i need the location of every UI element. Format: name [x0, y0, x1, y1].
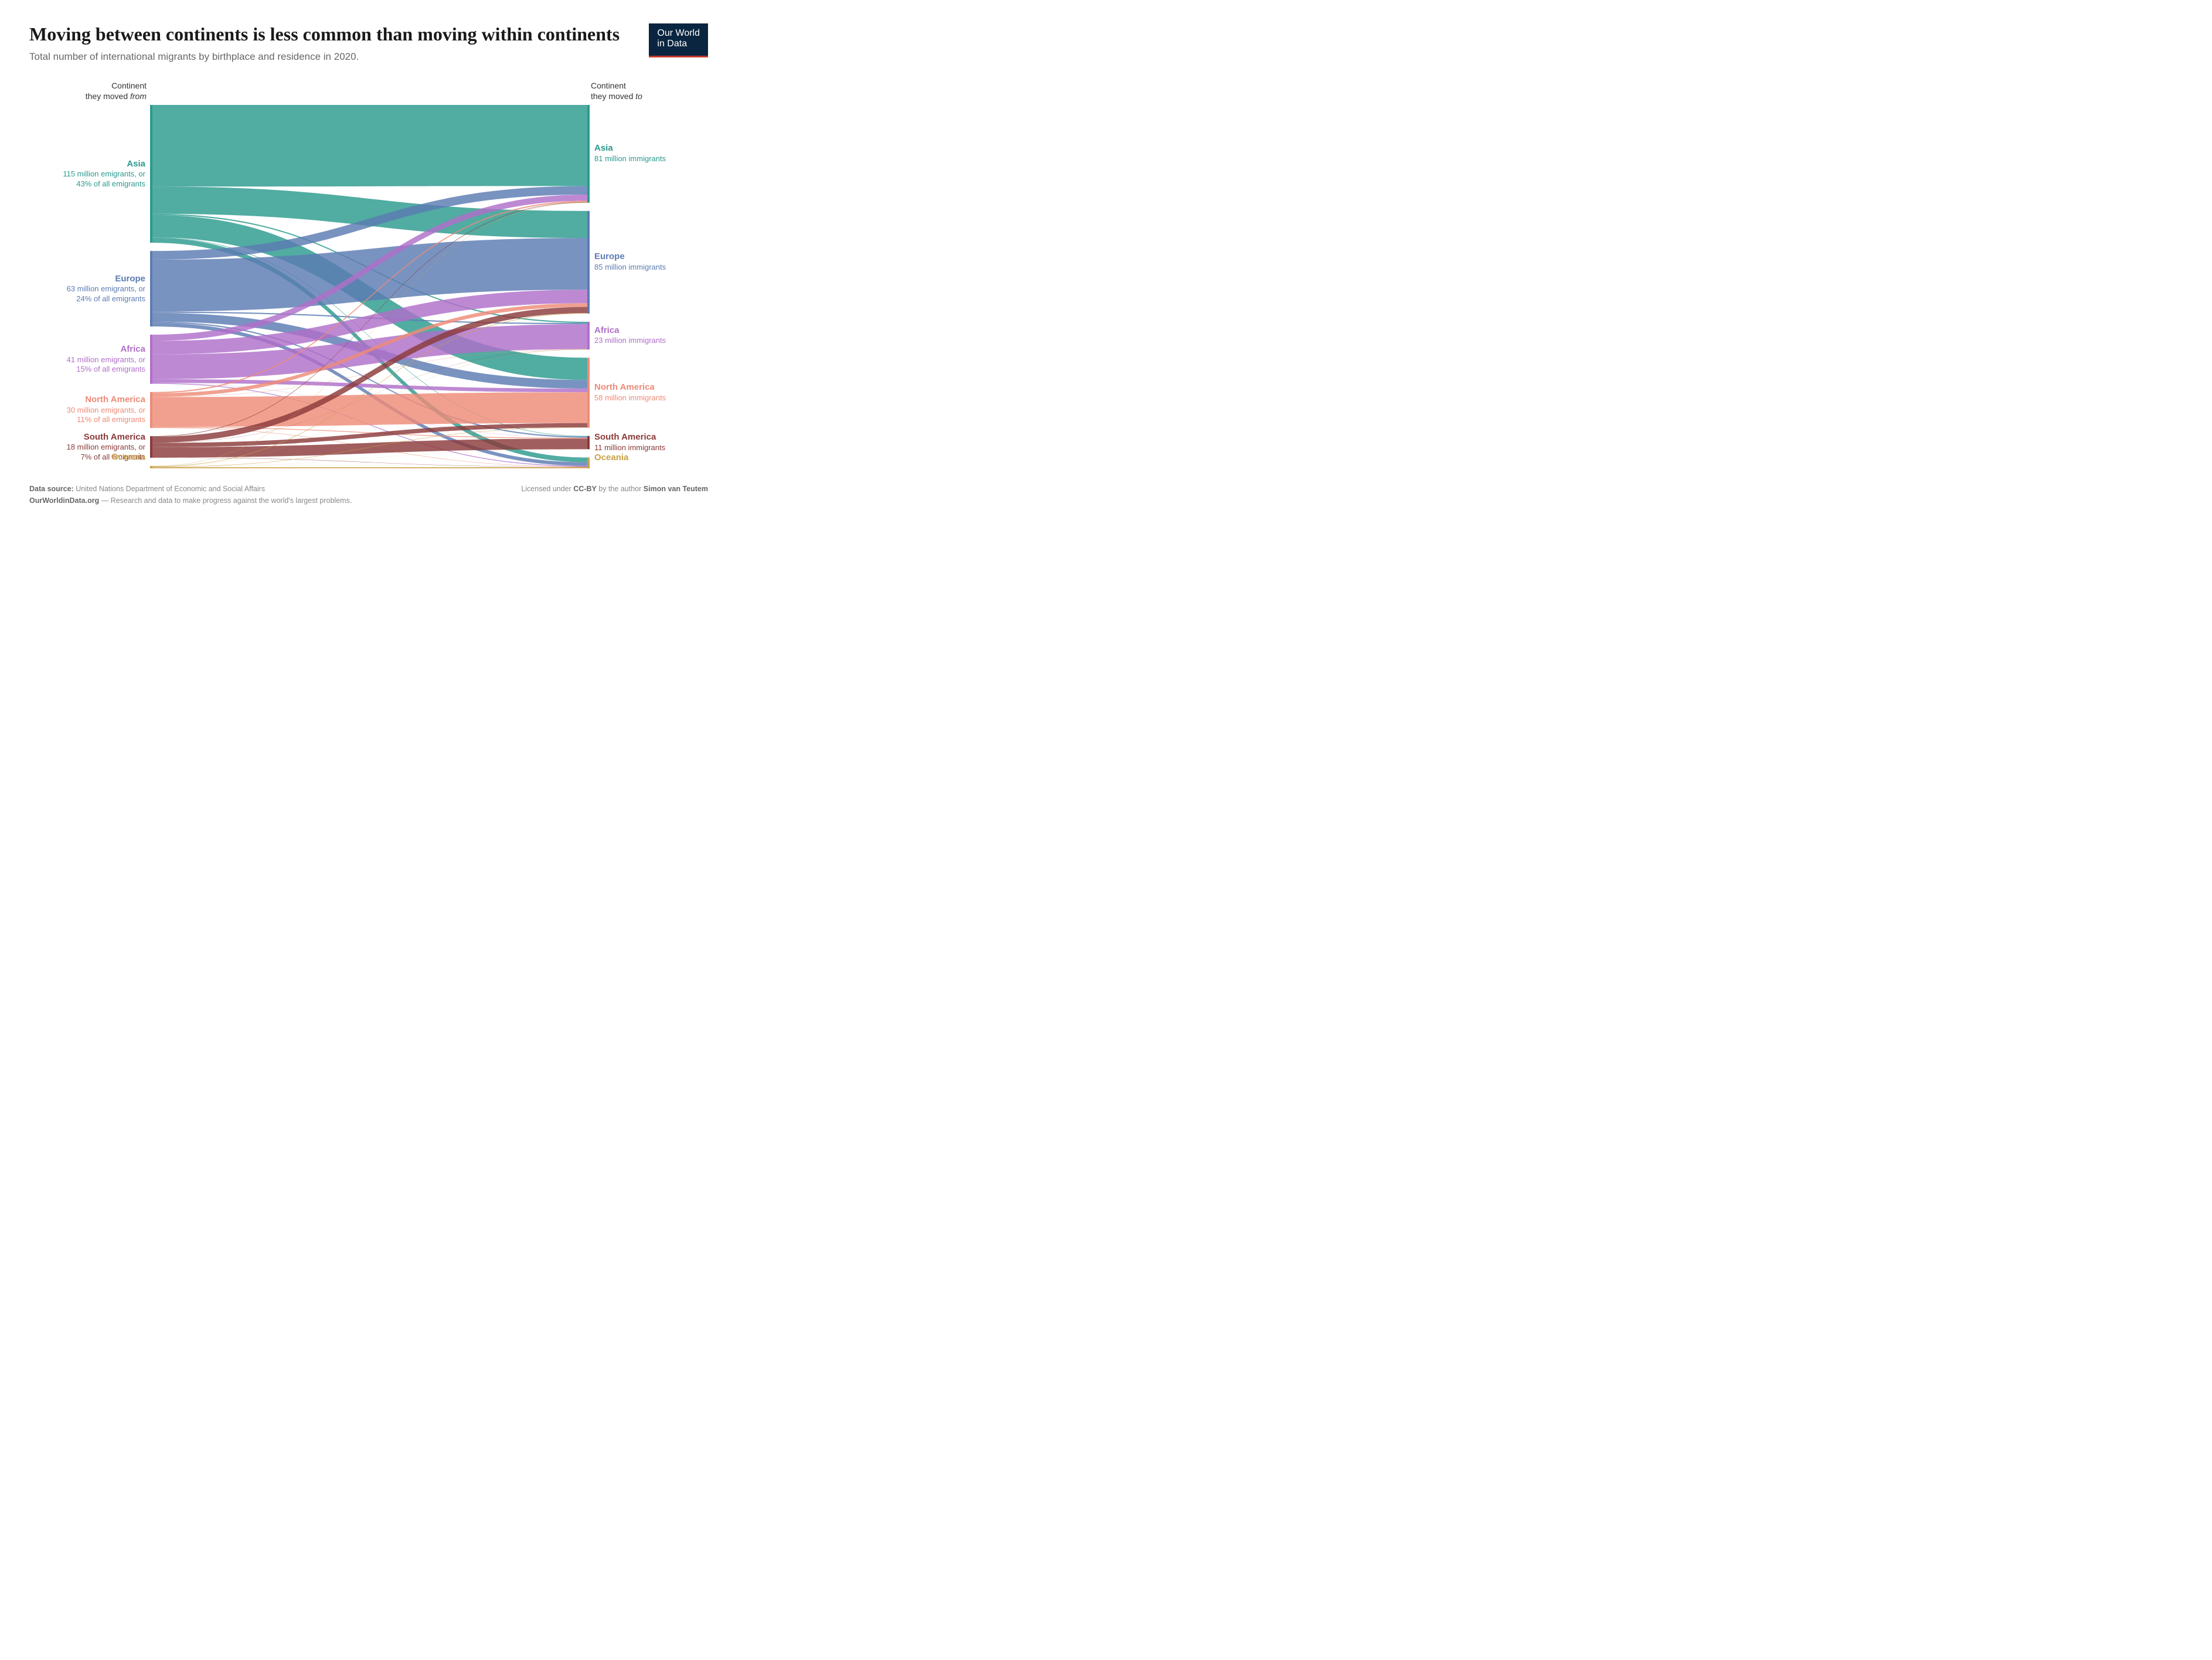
sankey-node-bar: [150, 251, 152, 326]
footer-source-label: Data source:: [29, 485, 74, 493]
axis-label-to: Continent they moved to: [591, 80, 708, 101]
target-node-label: Africa23 million immigrants: [594, 325, 707, 346]
target-node-label: Oceania: [594, 453, 707, 464]
sankey-link: [152, 105, 587, 186]
footer-site: OurWorldinData.org: [29, 496, 99, 505]
footer-author: Simon van Teutem: [644, 485, 708, 493]
sankey-node-bar: [150, 105, 152, 243]
target-node-label: South America11 million immigrants: [594, 432, 707, 453]
sankey-node-bar: [587, 436, 590, 450]
source-node-label: Asia115 million emigrants, or43% of all …: [29, 159, 145, 189]
target-node-label: Europe85 million immigrants: [594, 252, 707, 273]
sankey-link: [152, 467, 587, 468]
sankey-node-bar: [150, 466, 152, 468]
footer-license-pre: Licensed under: [521, 485, 573, 493]
axis-label-from: Continent they moved from: [29, 80, 147, 101]
sankey-node-bar: [150, 436, 152, 458]
owid-logo: Our World in Data: [649, 23, 708, 57]
chart-footer: Data source: United Nations Department o…: [29, 483, 708, 506]
chart-title: Moving between continents is less common…: [29, 23, 625, 45]
source-node-label: Europe63 million emigrants, or24% of all…: [29, 274, 145, 304]
target-node-label: North America58 million immigrants: [594, 382, 707, 403]
sankey-node-bar: [587, 458, 590, 469]
source-node-label: North America30 million emigrants, or11%…: [29, 395, 145, 425]
chart-subtitle: Total number of international migrants b…: [29, 51, 625, 63]
footer-license: CC-BY: [573, 485, 597, 493]
sankey-node-bar: [587, 358, 590, 427]
footer-tagline: — Research and data to make progress aga…: [99, 496, 352, 505]
source-node-label: Africa41 million emigrants, or15% of all…: [29, 344, 145, 374]
sankey-svg: Asia115 million emigrants, or43% of all …: [29, 105, 708, 468]
sankey-node-bar: [587, 105, 590, 203]
footer-source-value: United Nations Department of Economic an…: [76, 485, 265, 493]
sankey-chart: Continent they moved from Continent they…: [29, 80, 708, 468]
sankey-node-bar: [150, 392, 152, 428]
sankey-node-bar: [150, 335, 152, 384]
source-node-label: Oceania: [29, 452, 145, 463]
target-node-label: Asia81 million immigrants: [594, 144, 707, 164]
logo-line-2: in Data: [657, 39, 700, 49]
sankey-node-bar: [587, 322, 590, 349]
logo-line-1: Our World: [657, 28, 700, 39]
sankey-link: [152, 392, 587, 427]
sankey-node-bar: [587, 211, 590, 314]
footer-license-mid: by the author: [597, 485, 644, 493]
